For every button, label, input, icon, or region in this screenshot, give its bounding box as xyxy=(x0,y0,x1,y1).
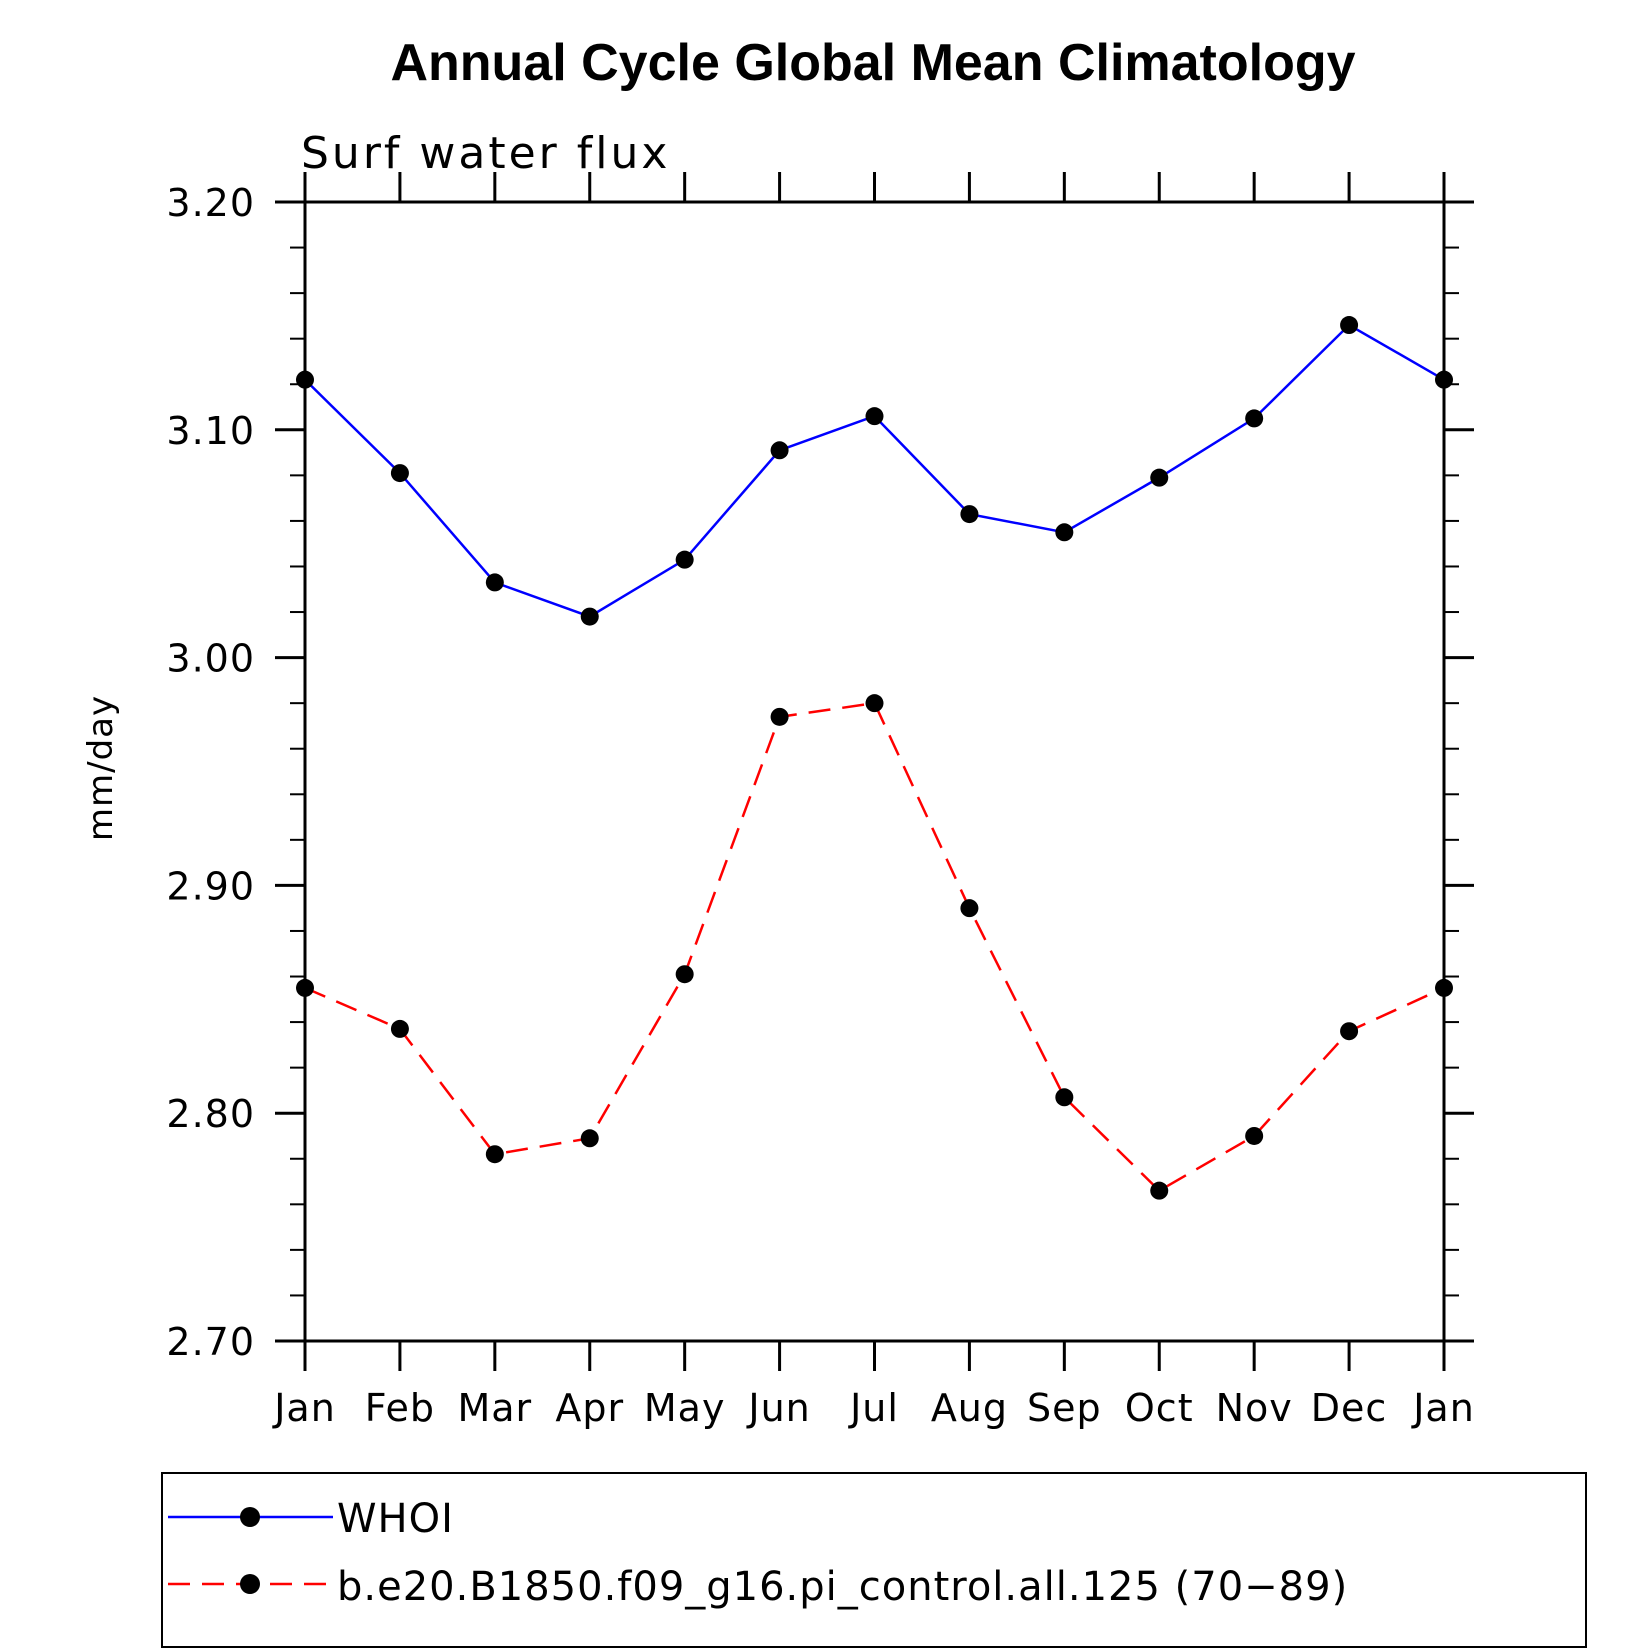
data-point-1-0 xyxy=(296,978,314,997)
x-tick-label: Aug xyxy=(931,1386,1008,1430)
data-point-1-2 xyxy=(485,1145,504,1164)
series-line-0 xyxy=(304,323,1445,618)
data-point-0-0 xyxy=(296,370,314,389)
axes: Jan Feb Mar Apr May Jun Jul Aug Sep Oct Nov Dec Jan 2… xyxy=(166,172,1474,1430)
data-point-0-6 xyxy=(865,407,884,426)
legend-label-whoi: WHOI xyxy=(337,1496,454,1542)
data-point-0-11 xyxy=(1340,316,1359,335)
data-point-1-3 xyxy=(580,1129,599,1148)
y-tick-label: 2.90 xyxy=(166,864,255,908)
data-point-1-5 xyxy=(770,707,789,726)
x-tick-label: Jan xyxy=(1411,1386,1475,1430)
x-tick-label: Jan xyxy=(272,1386,336,1430)
data-point-1-4 xyxy=(675,965,694,984)
data-point-1-6 xyxy=(865,694,884,713)
data-point-0-5 xyxy=(770,441,789,460)
data-point-0-9 xyxy=(1150,468,1169,487)
x-tick-label: Oct xyxy=(1125,1386,1194,1430)
data-point-0-3 xyxy=(580,607,599,626)
data-point-1-10 xyxy=(1245,1126,1264,1145)
data-point-0-10 xyxy=(1245,409,1264,428)
data-point-1-9 xyxy=(1150,1181,1169,1200)
data-point-1-8 xyxy=(1055,1088,1074,1107)
data-point-0-4 xyxy=(675,550,694,569)
chart-title: Annual Cycle Global Mean Climatology xyxy=(390,34,1355,92)
chart-subtitle: Surf water flux xyxy=(301,128,670,179)
data-point-0-1 xyxy=(390,464,409,483)
plot-frame xyxy=(303,200,1446,1343)
legend-box xyxy=(161,1472,1587,1648)
data-point-0-7 xyxy=(960,505,979,524)
y-axis-label: mm/day xyxy=(81,695,121,841)
data-point-0-2 xyxy=(485,573,504,592)
x-tick-label: Nov xyxy=(1216,1386,1293,1430)
x-tick-label: Apr xyxy=(555,1386,624,1430)
y-tick-label: 3.00 xyxy=(166,637,255,681)
series-line-1 xyxy=(304,701,1445,1193)
x-tick-label: Dec xyxy=(1311,1386,1388,1430)
y-tick-label: 3.10 xyxy=(166,409,255,453)
x-tick-label: Feb xyxy=(365,1386,435,1430)
data-point-1-12 xyxy=(1435,978,1453,997)
x-tick-label: Mar xyxy=(457,1386,532,1430)
x-tick-label: Jul xyxy=(848,1386,899,1430)
data-point-0-12 xyxy=(1435,370,1453,389)
x-tick-label: Jun xyxy=(746,1386,810,1430)
data-point-0-8 xyxy=(1055,523,1074,542)
data-point-1-7 xyxy=(960,899,979,918)
y-tick-label: 3.20 xyxy=(166,181,255,225)
legend: WHOI b.e20.B1850.f09_g16.pi_control.all.… xyxy=(161,1472,1587,1648)
data-point-1-1 xyxy=(390,1019,409,1038)
legend-marker-1 xyxy=(240,1574,260,1594)
x-tick-label: May xyxy=(644,1386,726,1430)
y-tick-label: 2.80 xyxy=(166,1092,255,1136)
x-tick-label: Sep xyxy=(1027,1386,1102,1430)
legend-label-model: b.e20.B1850.f09_g16.pi_control.all.125 (… xyxy=(337,1564,1348,1610)
y-tick-label: 2.70 xyxy=(166,1320,255,1364)
data-point-1-11 xyxy=(1340,1022,1359,1041)
series-layer xyxy=(296,316,1453,1200)
legend-marker-0 xyxy=(240,1507,260,1527)
